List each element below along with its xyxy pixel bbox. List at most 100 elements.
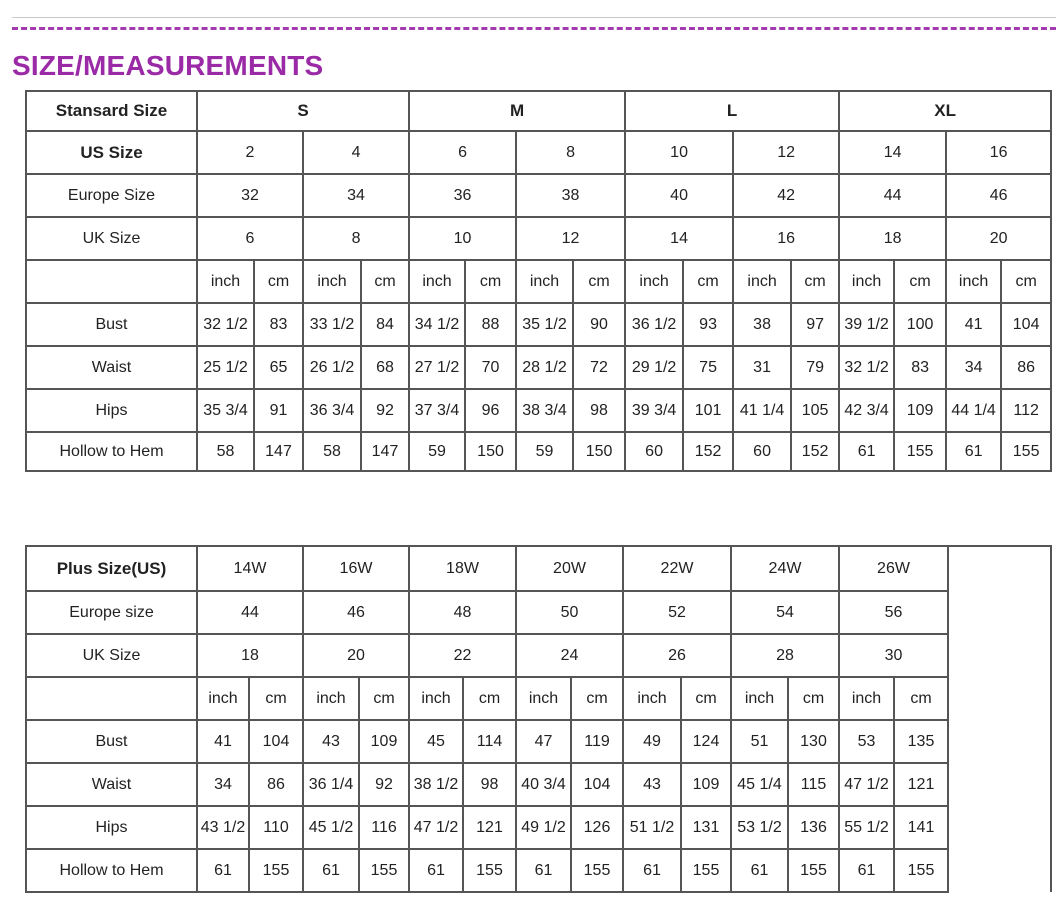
size-group-14w: 14W: [196, 545, 304, 592]
measure-value: 88: [464, 302, 518, 347]
measure-value: 91: [253, 388, 304, 433]
measure-value: 61: [622, 848, 682, 893]
unit-cm: cm: [1000, 259, 1053, 304]
measure-value: 135: [893, 719, 949, 764]
measure-row: Bust 41 104 43 109 45 114 47 119 49 124 51 130 53 135: [25, 719, 1051, 764]
row-label: Hips: [25, 388, 198, 433]
measure-value: 96: [464, 388, 518, 433]
measure-value: 92: [359, 388, 411, 433]
measure-value: 32 1/2: [196, 302, 255, 347]
measure-value: 104: [570, 762, 624, 807]
size-value: 36: [408, 173, 518, 218]
row-label: Hips: [25, 805, 198, 850]
measure-value: 33 1/2: [302, 302, 362, 347]
size-value: 12: [515, 216, 627, 261]
measure-value: 47 1/2: [408, 805, 464, 850]
header-row: Plus Size(US) 14W 16W 18W 20W 22W 24W 26W: [25, 545, 1052, 892]
unit-inch: inch: [622, 676, 682, 721]
size-value: 10: [624, 130, 735, 175]
size-row: UK Size 18 20 22 24 26 28 30: [25, 633, 1051, 678]
unit-cm: cm: [359, 259, 411, 304]
unit-cm: cm: [682, 259, 735, 304]
measure-value: 58: [196, 431, 255, 472]
measure-value: 45: [408, 719, 464, 764]
row-label: Europe Size: [25, 173, 198, 218]
size-value: 56: [838, 590, 949, 635]
measure-value: 49 1/2: [515, 805, 572, 850]
size-value: 44: [838, 173, 948, 218]
size-group-26w: 26W: [838, 545, 949, 592]
row-label: US Size: [25, 130, 198, 175]
measure-row: Waist 34 86 36 1/4 92 38 1/2 98 40 3/4 104 43 109 4…: [25, 762, 1051, 807]
size-row: US Size 2 4 6 8 10 12 14 16: [25, 130, 1053, 175]
unit-inch: inch: [196, 259, 255, 304]
unit-cm: cm: [790, 259, 841, 304]
measure-value: 98: [462, 762, 517, 807]
size-value: 6: [196, 216, 304, 261]
size-value: 26: [622, 633, 732, 678]
unit-inch: inch: [838, 676, 895, 721]
measure-value: 110: [248, 805, 304, 850]
measure-value: 42 3/4: [838, 388, 896, 433]
measure-value: 34: [196, 762, 250, 807]
measure-value: 44 1/4: [945, 388, 1003, 433]
measure-value: 147: [253, 431, 304, 472]
size-value: 16: [945, 130, 1053, 175]
size-value: 44: [196, 590, 304, 635]
size-value: 22: [408, 633, 517, 678]
row-label: Bust: [25, 302, 198, 347]
measure-value: 86: [1000, 345, 1053, 390]
measure-value: 150: [572, 431, 627, 472]
size-group-s: S: [195, 90, 411, 132]
size-value: 18: [196, 633, 304, 678]
size-value: 10: [408, 216, 518, 261]
row-label: Hollow to Hem: [25, 848, 198, 893]
size-group-xl: XL: [838, 90, 1053, 132]
measure-value: 155: [248, 848, 304, 893]
measure-value: 104: [1000, 302, 1053, 347]
measure-value: 124: [680, 719, 732, 764]
unit-inch: inch: [515, 259, 575, 304]
unit-inch: inch: [196, 676, 250, 721]
measure-value: 51: [730, 719, 789, 764]
measure-value: 53 1/2: [730, 805, 789, 850]
size-value: 32: [196, 173, 304, 218]
size-value: 6: [408, 130, 518, 175]
header-label: Stansard Size: [25, 90, 198, 132]
measure-value: 31: [732, 345, 793, 390]
measure-value: 55 1/2: [838, 805, 895, 850]
size-value: 50: [515, 590, 624, 635]
measure-value: 36 1/2: [624, 302, 685, 347]
page-title: SIZE/MEASUREMENTS: [12, 50, 324, 81]
size-value: 20: [302, 633, 410, 678]
measure-value: 114: [462, 719, 517, 764]
plus-size-table: Plus Size(US) 14W 16W 18W 20W 22W 24W 26W Europe…: [25, 545, 1052, 893]
measure-value: 121: [462, 805, 517, 850]
size-value: 46: [302, 590, 410, 635]
measure-value: 100: [893, 302, 948, 347]
unit-inch: inch: [408, 676, 464, 721]
unit-cm: cm: [787, 676, 840, 721]
measure-value: 32 1/2: [838, 345, 896, 390]
measure-value: 37 3/4: [408, 388, 467, 433]
size-value: 16: [732, 216, 841, 261]
unit-inch: inch: [408, 259, 467, 304]
measure-value: 49: [622, 719, 682, 764]
measure-value: 72: [572, 345, 627, 390]
measure-value: 60: [732, 431, 793, 472]
measure-value: 45 1/4: [730, 762, 789, 807]
measure-value: 75: [682, 345, 735, 390]
measure-value: 65: [253, 345, 304, 390]
size-value: 14: [624, 216, 735, 261]
measure-value: 45 1/2: [302, 805, 360, 850]
measure-value: 34 1/2: [408, 302, 467, 347]
measure-value: 40 3/4: [515, 762, 572, 807]
size-group-m: M: [408, 90, 627, 132]
measure-value: 136: [787, 805, 840, 850]
measure-value: 39 1/2: [838, 302, 896, 347]
size-row: Europe Size 32 34 36 38 40 42 44 46: [25, 173, 1053, 218]
measure-value: 150: [464, 431, 518, 472]
unit-cm: cm: [893, 676, 949, 721]
unit-cm: cm: [462, 676, 517, 721]
measure-value: 104: [248, 719, 304, 764]
